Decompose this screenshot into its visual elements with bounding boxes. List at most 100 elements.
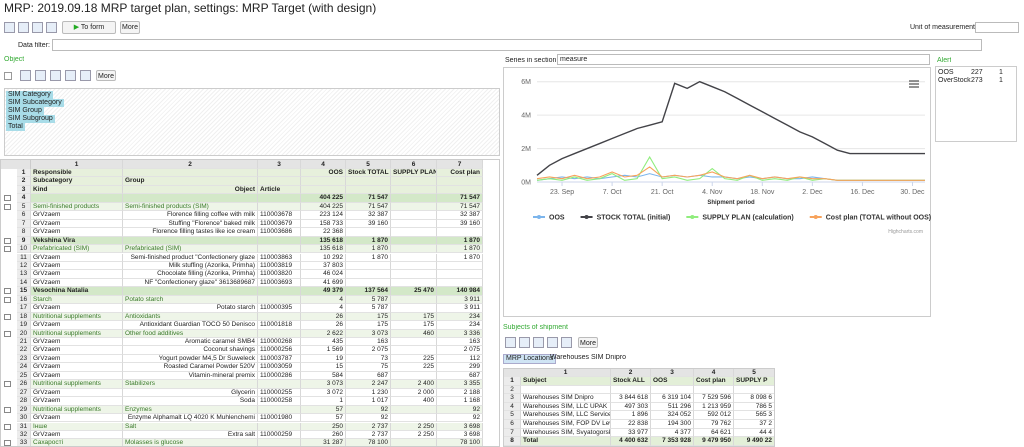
alert-cell: 1 xyxy=(999,69,1003,76)
grid-cell: 3 073 xyxy=(346,329,391,338)
grid-cell: Warehouses SIM, FOP DV Lew xyxy=(521,420,611,429)
grid-cell: Starch xyxy=(31,295,123,305)
expand-toggle[interactable] xyxy=(4,381,11,388)
legend-label: STOCK TOTAL (initial) xyxy=(597,215,671,222)
grid-cell: Responsible xyxy=(31,169,123,178)
panel-icon[interactable] xyxy=(519,337,530,348)
toolbar-icon[interactable] xyxy=(32,22,43,33)
grid-cell xyxy=(391,278,437,288)
legend-label: SUPPLY PLAN (calculation) xyxy=(702,215,793,222)
tab[interactable]: MRP Locations xyxy=(503,354,557,364)
expand-toggle[interactable] xyxy=(4,330,11,337)
more-button[interactable]: More xyxy=(578,337,598,348)
grid-cell: 4 400 632 xyxy=(611,437,651,446)
grid-cell: Nutritional supplements xyxy=(31,329,123,338)
grid-cell: Aromatic caramel SMB4 xyxy=(123,338,258,347)
expand-toggle[interactable] xyxy=(4,296,11,303)
filter-input[interactable] xyxy=(52,39,982,51)
panel-icon[interactable] xyxy=(20,70,31,81)
grid-cell: 33 977 xyxy=(611,428,651,438)
grid-cell: 135 618 xyxy=(301,236,346,246)
grid-cell: 5 787 xyxy=(346,295,391,305)
grid-cell: 497 303 xyxy=(611,402,651,412)
expand-toggle[interactable] xyxy=(4,423,11,430)
grid-cell: 26 xyxy=(301,321,346,330)
grid-cell: Semi-finished products xyxy=(31,202,123,212)
more-button[interactable]: More xyxy=(96,70,116,81)
grid-cell: 404 225 xyxy=(301,202,346,212)
grid-cell xyxy=(437,177,483,186)
grid-cell xyxy=(346,261,391,271)
panel-icon[interactable] xyxy=(35,70,46,81)
grid-cell: 1 569 xyxy=(301,346,346,355)
more-button[interactable]: More xyxy=(120,21,140,34)
panel-icon[interactable] xyxy=(50,70,61,81)
expand-toggle[interactable] xyxy=(4,203,11,210)
grid-cell: Chocolate filling (Azorika, Primha) xyxy=(123,270,258,279)
tab[interactable]: Warehouses SIM Dnipro xyxy=(550,354,626,361)
expand-toggle[interactable] xyxy=(4,440,11,446)
grid-cell: 223 124 xyxy=(301,211,346,220)
expand-toggle[interactable] xyxy=(4,246,11,253)
grid-cell: Kind xyxy=(31,185,123,195)
grid-cell: 400 xyxy=(391,397,437,406)
unit-input[interactable] xyxy=(975,22,1019,33)
row-number: 19 xyxy=(17,321,31,330)
panel-icon[interactable] xyxy=(547,337,558,348)
row-number: 12 xyxy=(17,261,31,271)
expand-toggle[interactable] xyxy=(4,288,11,295)
grid-cell xyxy=(258,380,301,389)
toolbar-icon[interactable] xyxy=(18,22,29,33)
grid-cell: 71 547 xyxy=(437,194,483,203)
toolbar-icon[interactable] xyxy=(4,22,15,33)
panel-icon[interactable] xyxy=(65,70,76,81)
grid-cell: GrVzaem xyxy=(31,278,123,288)
expand-toggle[interactable] xyxy=(4,237,11,244)
toolbar-icon[interactable] xyxy=(46,22,57,33)
grid-cell: 46 024 xyxy=(301,270,346,279)
grid-cell xyxy=(301,177,346,186)
grid-cell: 1 870 xyxy=(437,245,483,254)
series-input[interactable]: measure xyxy=(557,54,930,65)
grid-cell: Stuffing "Florence" baked milk xyxy=(123,219,258,229)
panel-icon[interactable] xyxy=(505,337,516,348)
panel-icon[interactable] xyxy=(533,337,544,348)
grid-cell xyxy=(391,228,437,237)
grid-cell: 92 xyxy=(346,414,391,423)
grid-cell: Cost plan xyxy=(694,377,734,386)
column-number: 1 xyxy=(521,369,611,377)
grid-cell: 299 xyxy=(437,363,483,372)
grid-cell xyxy=(437,261,483,271)
panel-icon[interactable] xyxy=(561,337,572,348)
grid-cell: 110000395 xyxy=(258,304,301,313)
grid-cell: Soda xyxy=(123,397,258,406)
dimension-item: SIM Category xyxy=(6,91,53,99)
x-tick-label: 30. Dec xyxy=(900,189,925,196)
dimension-box: SIM Category SIM Subcategory SIM Group SIM … xyxy=(4,88,500,156)
expand-toggle[interactable] xyxy=(4,313,11,320)
panel-icon[interactable] xyxy=(80,70,91,81)
to-form-button[interactable]: ▶ To form xyxy=(62,21,116,34)
grid-cell: GrVzaem xyxy=(31,338,123,347)
grid-cell: 110003693 xyxy=(258,278,301,288)
expand-toggle[interactable] xyxy=(4,195,11,202)
row-number: 1 xyxy=(504,377,521,386)
x-tick-label: 4. Nov xyxy=(702,189,723,196)
grid-cell: 110001818 xyxy=(258,321,301,330)
grid-cell xyxy=(258,236,301,246)
grid-cell: 110003679 xyxy=(258,219,301,229)
checkbox[interactable] xyxy=(4,72,12,80)
column-number: 4 xyxy=(301,160,346,169)
grid-cell: 1 870 xyxy=(437,253,483,262)
grid-cell: Antioxidants xyxy=(123,312,258,322)
grid-cell xyxy=(651,385,694,395)
grid-cell xyxy=(123,236,258,246)
grid-cell xyxy=(391,245,437,254)
grid-cell: 1 896 xyxy=(611,411,651,420)
expand-toggle[interactable] xyxy=(4,406,11,413)
grid-cell xyxy=(258,329,301,338)
grid-cell: Semi-finished product "Confectionery gla… xyxy=(123,253,258,262)
grid-cell: 110003686 xyxy=(258,228,301,237)
grid-cell xyxy=(521,385,611,395)
grid-cell: 25 470 xyxy=(391,287,437,296)
